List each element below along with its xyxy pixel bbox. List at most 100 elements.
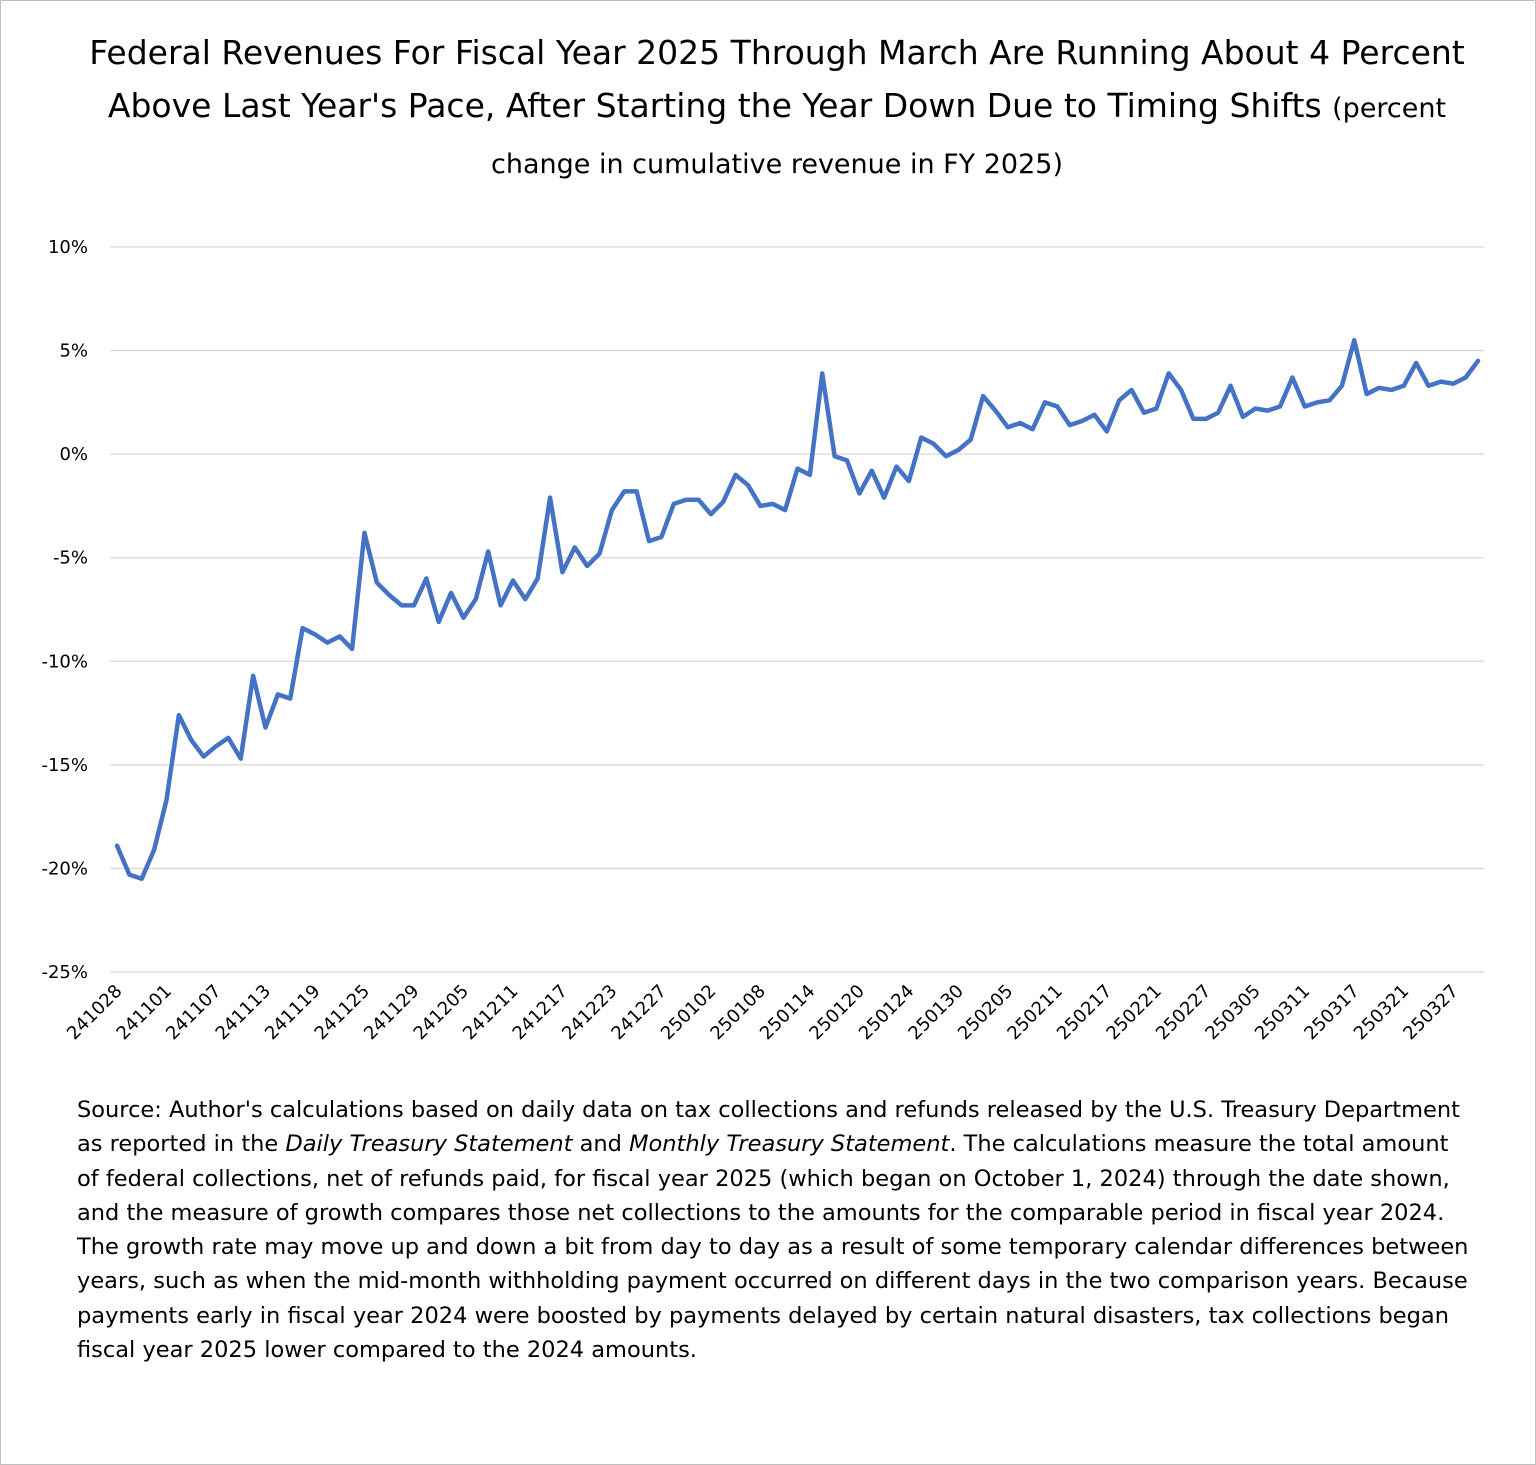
data-point [153,848,156,851]
data-point [1340,384,1343,387]
data-point [450,591,453,594]
data-point [388,594,391,597]
data-point [883,496,886,499]
data-point [747,484,750,487]
data-point [1229,384,1232,387]
data-point [1180,388,1183,391]
data-point [412,604,415,607]
data-point [759,504,762,507]
data-point [833,455,836,458]
data-point [858,492,861,495]
data-point [870,469,873,472]
data-point [140,877,143,880]
data-point [1142,411,1145,414]
data-point [1105,430,1108,433]
data-point [549,496,552,499]
data-point [227,736,230,739]
data-point [1192,417,1195,420]
y-tick-label: -25% [41,962,88,983]
chart-subtitle: (percent change in cumulative revenue in… [491,93,1447,180]
data-point [1291,376,1294,379]
data-point [1056,405,1059,408]
source-note-italic-2: Monthly Treasury Statement [629,1131,950,1158]
y-tick-label: 0% [59,444,88,465]
data-point [586,565,589,568]
data-point [635,490,638,493]
data-point [351,647,354,650]
data-point [1167,372,1170,375]
data-point [375,581,378,584]
data-point [561,571,564,574]
data-point [969,438,972,441]
source-note-text-2: and [572,1131,630,1158]
data-point [116,844,119,847]
data-point [1365,393,1368,396]
data-point [301,627,304,630]
data-point [660,536,663,539]
y-tick-label: 10% [48,237,88,258]
data-point [685,498,688,501]
data-point [487,550,490,553]
data-point [276,693,279,696]
data-point [239,757,242,760]
data-point [1155,407,1158,410]
data-point [1415,362,1418,365]
data-point [1006,426,1009,429]
data-point [177,714,180,717]
data-point [524,598,527,601]
data-point [907,480,910,483]
data-point [1019,422,1022,425]
data-point [623,490,626,493]
data-point [1402,384,1405,387]
data-point [165,799,168,802]
data-point [784,509,787,512]
data-point [573,546,576,549]
data-point [709,513,712,516]
data-point [994,409,997,412]
data-point [932,442,935,445]
data-point [338,635,341,638]
line-chart: 10%5%0%-5%-10%-15%-20%-25%24102824110124… [41,237,1484,1044]
data-point [400,604,403,607]
data-point [821,372,824,375]
data-point [808,473,811,476]
y-tick-label: -20% [41,858,88,879]
data-point [1303,405,1306,408]
data-point [1217,411,1220,414]
data-point [437,620,440,623]
data-point [1031,428,1034,431]
source-note-italic-1: Daily Treasury Statement [285,1131,573,1158]
data-point [1241,415,1244,418]
data-point [1266,409,1269,412]
data-point [1439,380,1442,383]
data-point [672,502,675,505]
data-point [1118,399,1121,402]
data-point [957,449,960,452]
chart-title: Federal Revenues For Fiscal Year 2025 Th… [60,26,1494,191]
data-point [1477,359,1480,362]
data-point [734,473,737,476]
data-point [1204,417,1207,420]
data-point [845,459,848,462]
y-tick-label: 5% [59,341,88,362]
data-point [1427,384,1430,387]
series-line [114,337,1481,882]
data-point [598,552,601,555]
data-point [1254,407,1257,410]
data-point [313,633,316,636]
data-point [1452,382,1455,385]
source-note-text-1: Source: Author's calculations based on d… [77,1097,1460,1158]
data-point [536,577,539,580]
chart-title-main: Federal Revenues For Fiscal Year 2025 Th… [89,33,1465,125]
data-point [722,500,725,503]
data-point [1068,424,1071,427]
data-point [1093,413,1096,416]
data-point [771,502,774,505]
data-point [1390,388,1393,391]
data-point [1043,401,1046,404]
data-point [425,577,428,580]
data-point [1353,339,1356,342]
data-point [895,465,898,468]
data-point [202,755,205,758]
data-point [1081,420,1084,423]
